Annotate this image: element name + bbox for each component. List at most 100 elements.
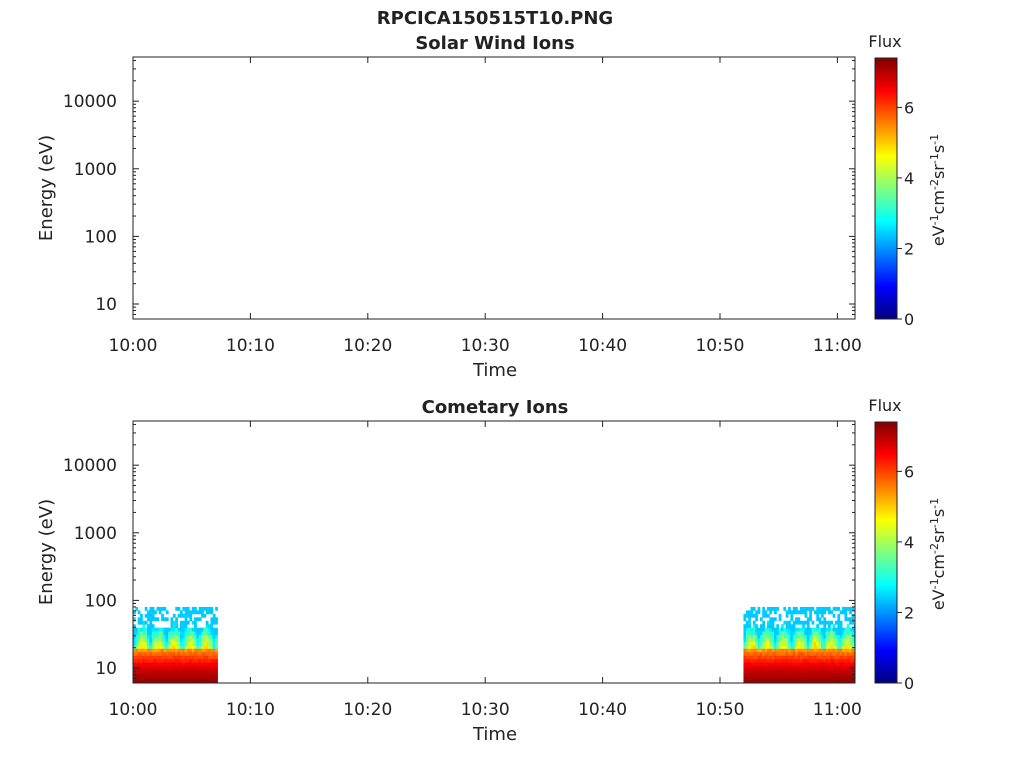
- heatmap-cell: [743, 669, 747, 674]
- heatmap-cell: [778, 662, 782, 667]
- heatmap-cell: [194, 648, 197, 653]
- heatmap-cell: [189, 617, 193, 622]
- heatmap-cell: [774, 641, 777, 646]
- heatmap-cell: [776, 631, 780, 635]
- heatmap-cell: [755, 610, 758, 615]
- heatmap-cell: [785, 648, 789, 653]
- heatmap-cell: [140, 665, 143, 670]
- heatmap-cell: [799, 648, 803, 653]
- heatmap-cell: [142, 655, 146, 660]
- heatmap-cell: [846, 665, 850, 670]
- heatmap-cell: [769, 641, 773, 646]
- heatmap-cell: [187, 648, 190, 653]
- heatmap-cell: [189, 665, 193, 670]
- heatmap-cell: [203, 662, 207, 667]
- heatmap-cell: [813, 676, 817, 680]
- heatmap-cell: [168, 662, 171, 667]
- heatmap-cell: [764, 679, 768, 684]
- heatmap-cell: [196, 617, 200, 622]
- heatmap-cell: [835, 679, 838, 684]
- heatmap-cell: [161, 617, 164, 622]
- x-tick-label: 11:00: [813, 336, 862, 356]
- heatmap-cell: [215, 617, 218, 622]
- heatmap-cell: [191, 662, 195, 667]
- heatmap-cell: [147, 648, 150, 653]
- heatmap-cell: [802, 648, 805, 653]
- heatmap-cell: [806, 665, 810, 670]
- heatmap-cell: [208, 662, 211, 667]
- heatmap-cell: [208, 672, 211, 677]
- heatmap-cell: [750, 655, 754, 660]
- heatmap-cell: [198, 648, 202, 653]
- heatmap-cell: [806, 624, 810, 629]
- heatmap-cell: [170, 665, 174, 670]
- heatmap-cell: [196, 644, 200, 649]
- heatmap-cell: [140, 676, 143, 680]
- heatmap-cell: [809, 606, 812, 611]
- heatmap-cell: [179, 610, 183, 615]
- heatmap-cell: [198, 651, 202, 656]
- heatmap-cell: [154, 658, 157, 663]
- heatmap-cell: [172, 679, 176, 684]
- heatmap-cell: [778, 651, 782, 656]
- heatmap-cell: [769, 606, 773, 611]
- heatmap-cell: [762, 672, 766, 677]
- heatmap-cell: [771, 669, 775, 674]
- heatmap-cell: [762, 658, 766, 663]
- heatmap-cell: [140, 655, 143, 660]
- heatmap-cell: [823, 658, 827, 663]
- heatmap-cell: [851, 617, 855, 622]
- heatmap-cell: [142, 669, 146, 674]
- heatmap-cell: [151, 679, 155, 684]
- panel-title: Cometary Ions: [422, 397, 569, 418]
- heatmap-cell: [764, 651, 768, 656]
- heatmap-cell: [804, 665, 808, 670]
- heatmap-cell: [774, 658, 777, 663]
- heatmap-cell: [766, 651, 770, 656]
- x-axis: 10:00 10:10 10:20 10:30 10:40 10:50 11:00: [109, 57, 862, 356]
- heatmap-cell: [832, 644, 836, 649]
- heatmap-cell: [839, 634, 843, 639]
- heatmap-cell: [142, 679, 146, 684]
- heatmap-cell: [804, 627, 808, 632]
- heatmap-cell: [743, 679, 747, 684]
- heatmap-cell: [849, 676, 852, 680]
- heatmap-cell: [161, 613, 164, 618]
- heatmap-cell: [828, 638, 831, 642]
- heatmap-cell: [842, 665, 845, 670]
- heatmap-cell: [790, 634, 794, 639]
- heatmap-cell: [163, 617, 167, 622]
- heatmap-cell: [757, 648, 761, 653]
- heatmap-cell: [168, 672, 171, 677]
- heatmap-cell: [175, 655, 179, 660]
- heatmap-cell: [799, 665, 803, 670]
- heatmap-cell: [849, 620, 852, 625]
- heatmap-cell: [165, 672, 169, 677]
- heatmap-cell: [208, 655, 211, 660]
- heatmap-cell: [816, 606, 820, 611]
- heatmap-cell: [750, 679, 754, 684]
- heatmap-cell: [828, 606, 831, 611]
- heatmap-cell: [175, 606, 179, 611]
- heatmap-cell: [144, 651, 148, 656]
- heatmap-cell: [809, 648, 812, 653]
- heatmap-cell: [140, 617, 143, 622]
- heatmap-cell: [135, 676, 139, 680]
- heatmap-cell: [781, 676, 784, 680]
- heatmap-cell: [820, 665, 824, 670]
- heatmap-cell: [811, 634, 815, 639]
- heatmap-cell: [198, 672, 202, 677]
- heatmap-cell: [835, 641, 838, 646]
- heatmap-cell: [802, 627, 805, 632]
- heatmap-cell: [757, 655, 761, 660]
- heatmap-cell: [837, 624, 841, 629]
- heatmap-cell: [748, 658, 751, 663]
- heatmap-cell: [813, 644, 817, 649]
- heatmap-cell: [811, 648, 815, 653]
- heatmap-cell: [133, 648, 136, 653]
- heatmap-cell: [212, 631, 216, 635]
- heatmap-cell: [764, 676, 768, 680]
- heatmap-cell: [837, 620, 841, 625]
- heatmap-cell: [816, 658, 820, 663]
- heatmap-cell: [147, 658, 150, 663]
